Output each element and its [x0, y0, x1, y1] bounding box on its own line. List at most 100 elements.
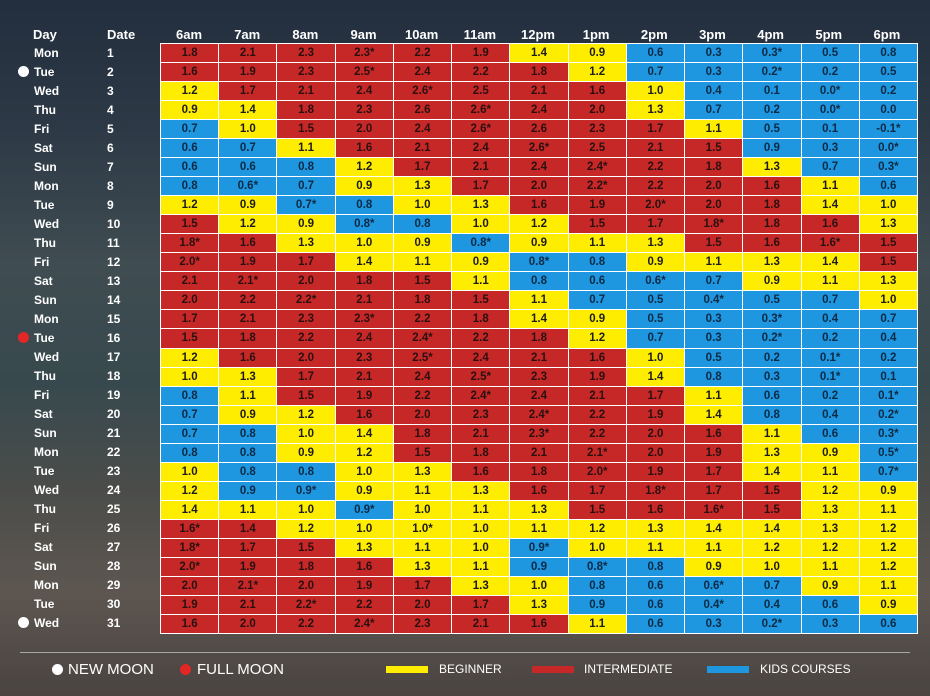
- row-date: 28: [107, 558, 121, 573]
- tide-cell: 2.2: [452, 63, 510, 82]
- tide-cell: 1.1: [743, 424, 801, 443]
- tide-cell: 2.4*: [335, 614, 393, 633]
- tide-cell: 1.8*: [626, 481, 685, 500]
- tide-cell: 0.8: [161, 443, 219, 462]
- row-date: 5: [107, 121, 114, 136]
- tide-cell: 2.0: [626, 443, 685, 462]
- tide-cell: 2.1: [219, 595, 277, 614]
- tide-cell: 1.3: [510, 500, 568, 519]
- tide-cell: 2.0: [685, 177, 743, 196]
- tide-cell: 1.1: [685, 538, 743, 557]
- tide-cell: 0.9: [859, 595, 917, 614]
- tide-cell: 1.1: [510, 291, 568, 310]
- tide-cell: 1.9: [452, 44, 510, 63]
- tide-cell: 2.0: [277, 348, 335, 367]
- tide-cell: 1.2: [568, 63, 626, 82]
- tide-cell: 0.4: [743, 595, 801, 614]
- tide-cell: 2.1: [335, 367, 393, 386]
- tide-cell: 1.5: [859, 234, 917, 253]
- tide-cell: 0.8: [685, 367, 743, 386]
- tide-cell: 0.7: [568, 291, 626, 310]
- header-time: 3pm: [699, 27, 726, 42]
- tide-cell: 0.8: [510, 272, 568, 291]
- tide-cell: 1.8: [393, 291, 452, 310]
- tide-cell: 1.5: [161, 329, 219, 348]
- tide-cell: 1.2: [568, 329, 626, 348]
- row-day: Sun: [34, 558, 57, 573]
- tide-cell: 1.1: [801, 272, 859, 291]
- row-date: 15: [107, 311, 121, 326]
- row-date: 19: [107, 387, 121, 402]
- tide-cell: 1.2: [161, 481, 219, 500]
- tide-cell: 0.8: [568, 253, 626, 272]
- tide-cell: 1.6: [743, 177, 801, 196]
- tide-cell: 1.3: [859, 215, 917, 234]
- tide-cell: 0.5*: [859, 443, 917, 462]
- tide-cell: 1.5: [393, 272, 452, 291]
- row-date: 4: [107, 102, 114, 117]
- tide-cell: 2.4: [335, 82, 393, 101]
- tide-cell: 0.8: [277, 158, 335, 177]
- tide-cell: 0.9*: [277, 481, 335, 500]
- tide-cell: 0.8: [568, 576, 626, 595]
- tide-cell: 1.0: [335, 519, 393, 538]
- tide-cell: 2.0: [626, 424, 685, 443]
- tide-cell: 1.1: [685, 386, 743, 405]
- new-moon-icon: [52, 664, 63, 675]
- header-time: 9am: [350, 27, 377, 42]
- tide-cell: 0.6: [801, 595, 859, 614]
- tide-cell: 0.2*: [743, 614, 801, 633]
- tide-cell: 1.0: [393, 196, 452, 215]
- tide-cell: 2.4: [510, 101, 568, 120]
- tide-cell: 2.2: [393, 44, 452, 63]
- tide-cell: 1.7: [626, 386, 685, 405]
- tide-cell: 0.9: [743, 272, 801, 291]
- row-date: 18: [107, 368, 121, 383]
- row-day: Tue: [34, 596, 55, 611]
- tide-cell: 1.3: [859, 272, 917, 291]
- tide-cell: 1.6: [510, 481, 568, 500]
- header-time: 1pm: [582, 27, 610, 42]
- tide-cell: 1.6: [568, 348, 626, 367]
- tide-cell: 1.2: [859, 538, 917, 557]
- tide-cell: 0.7: [161, 120, 219, 139]
- header-time: 5pm: [815, 27, 843, 42]
- tide-cell: 0.9: [393, 234, 452, 253]
- tide-cell: 0.8*: [510, 253, 568, 272]
- tide-cell: 0.9: [626, 253, 685, 272]
- tide-cell: 1.9: [219, 253, 277, 272]
- row-date: 26: [107, 520, 121, 535]
- tide-cell: 1.1: [452, 272, 510, 291]
- tide-cell: 1.6: [161, 614, 219, 633]
- row-day: Tue: [34, 463, 55, 478]
- tide-cell: 1.5: [452, 291, 510, 310]
- row-date: 20: [107, 406, 121, 421]
- tide-cell: 0.1: [801, 120, 859, 139]
- tide-cell: 2.2: [626, 158, 685, 177]
- tide-cell: 1.8*: [685, 215, 743, 234]
- tide-cell: 2.1*: [219, 272, 277, 291]
- tide-cell: 1.5: [568, 500, 626, 519]
- row-day: Wed: [34, 83, 60, 98]
- tide-cell: 1.2: [277, 519, 335, 538]
- tide-cell: 0.3*: [859, 424, 917, 443]
- tide-cell: 2.0: [393, 405, 452, 424]
- tide-cell: 0.3: [685, 44, 743, 63]
- tide-cell: 1.7: [277, 253, 335, 272]
- tide-cell: 1.0: [859, 196, 917, 215]
- row-date: 8: [107, 178, 114, 193]
- row-day: Tue: [34, 64, 55, 79]
- tide-cell: 1.9: [219, 63, 277, 82]
- tide-cell: 2.1: [452, 614, 510, 633]
- tide-cell: 1.2: [568, 519, 626, 538]
- tide-cell: -0.1*: [859, 120, 917, 139]
- row-date: 22: [107, 444, 121, 459]
- tide-cell: 0.9: [568, 310, 626, 329]
- tide-cell: 1.9: [568, 196, 626, 215]
- tide-cell: 1.2: [161, 348, 219, 367]
- tide-cell: 1.3: [801, 500, 859, 519]
- tide-cell: 0.8: [219, 443, 277, 462]
- tide-cell: 0.7: [801, 158, 859, 177]
- tide-cell: 1.3: [743, 253, 801, 272]
- row-date: 25: [107, 501, 121, 516]
